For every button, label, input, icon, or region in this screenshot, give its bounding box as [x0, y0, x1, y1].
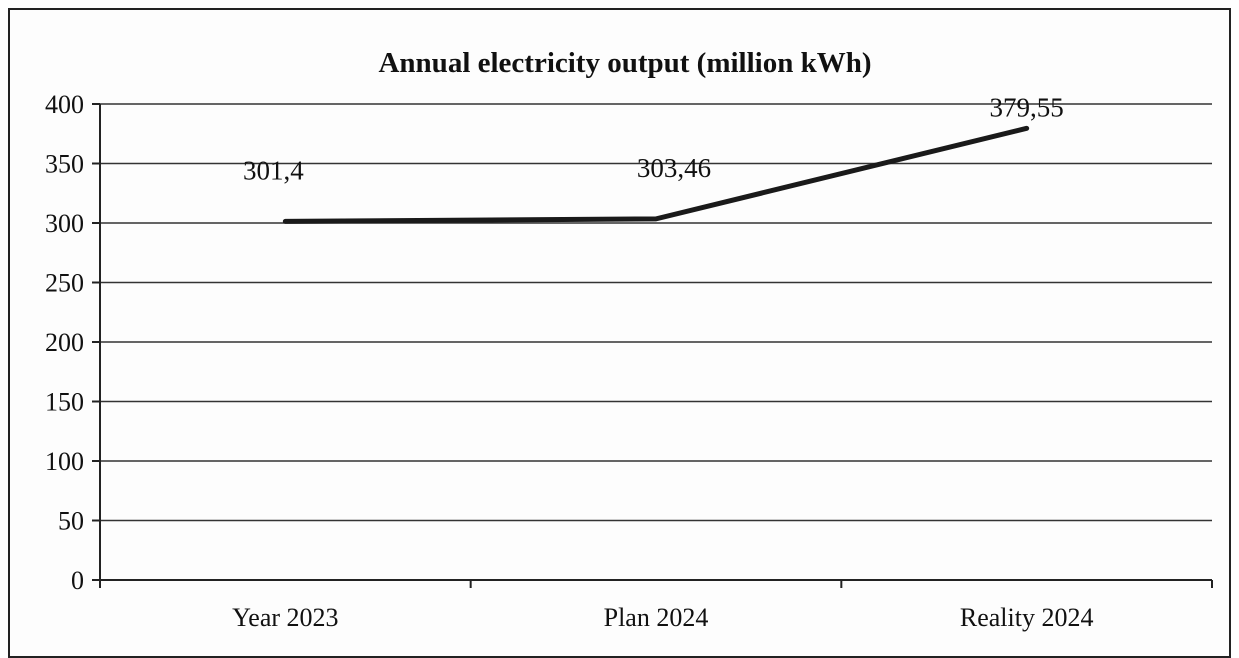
chart-frame — [8, 8, 1231, 658]
y-tick-label: 200 — [45, 328, 84, 357]
series-line — [282, 125, 1030, 224]
data-label: 303,46 — [637, 153, 711, 183]
gridlines — [100, 103, 1212, 522]
y-tick-label: 100 — [45, 447, 84, 476]
y-tick-label: 300 — [45, 209, 84, 238]
data-label: 301,4 — [243, 155, 304, 185]
chart-title: Annual electricity output (million kWh) — [378, 47, 871, 79]
y-tick-label: 250 — [45, 269, 84, 298]
data-labels: 301,4 303,46 379,55 — [243, 92, 1064, 185]
y-tick-label: 400 — [45, 90, 84, 119]
y-tick-label: 150 — [45, 388, 84, 417]
x-tick-label: Plan 2024 — [604, 603, 709, 632]
series-layer — [282, 125, 1030, 224]
y-tick-label: 0 — [71, 566, 84, 595]
axes — [99, 104, 1212, 581]
y-tick-label: 350 — [45, 150, 84, 179]
y-tick-label: 50 — [58, 507, 84, 536]
x-tick-label: Year 2023 — [232, 603, 338, 632]
x-tick-label: Reality 2024 — [960, 603, 1094, 632]
x-axis-ticks: Year 2023 Plan 2024 Reality 2024 — [99, 580, 1213, 632]
data-label: 379,55 — [990, 92, 1064, 122]
y-axis-ticks: 0 50 100 150 200 250 300 350 400 — [45, 90, 100, 595]
